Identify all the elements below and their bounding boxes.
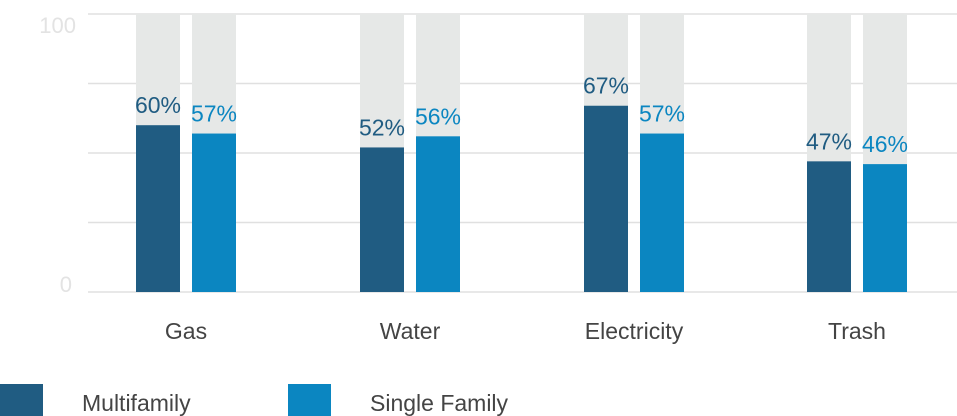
category-label-gas: Gas (165, 318, 207, 344)
legend-swatch-multifamily (0, 384, 43, 416)
bar-electricity-single-family (640, 133, 684, 292)
data-labels: 60% 57% 52% 56% 67% 57% 47% 46% (135, 73, 908, 157)
data-label-electricity-1: 57% (639, 101, 685, 127)
legend-label-single-family: Single Family (370, 390, 509, 416)
y-tick-label-top: 100 (39, 13, 76, 38)
data-label-trash-1: 46% (862, 131, 908, 157)
category-label-electricity: Electricity (585, 318, 684, 344)
bar-water-multifamily (360, 147, 404, 292)
category-label-trash: Trash (828, 318, 886, 344)
legend: Multifamily Single Family (0, 384, 509, 416)
data-label-electricity-0: 67% (583, 73, 629, 99)
legend-label-multifamily: Multifamily (82, 390, 191, 416)
bar-water-single-family (416, 136, 460, 292)
data-label-water-1: 56% (415, 103, 461, 129)
bar-gas-multifamily (136, 125, 180, 292)
data-label-gas-0: 60% (135, 92, 181, 118)
bar-trash-multifamily (807, 161, 851, 292)
data-label-trash-0: 47% (806, 128, 852, 154)
category-labels: Gas Water Electricity Trash (165, 318, 886, 344)
data-label-water-0: 52% (359, 114, 405, 140)
y-tick-label-bottom: 0 (60, 272, 72, 297)
category-label-water: Water (380, 318, 441, 344)
bars (136, 14, 907, 293)
bar-trash-single-family (863, 164, 907, 292)
data-label-gas-1: 57% (191, 101, 237, 127)
legend-swatch-single-family (288, 384, 331, 416)
bar-gas-single-family (192, 133, 236, 292)
bar-electricity-multifamily (584, 105, 628, 293)
